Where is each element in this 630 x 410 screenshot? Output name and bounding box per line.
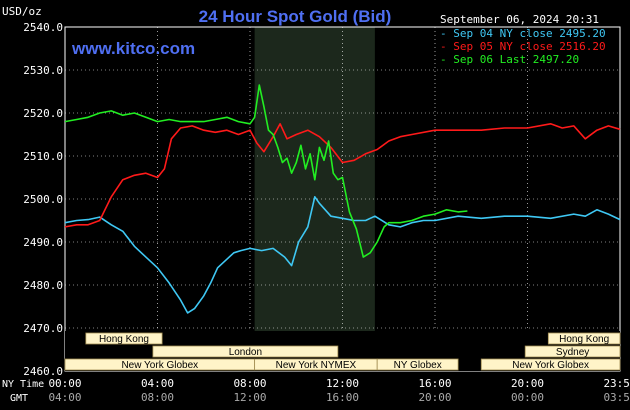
session-label: New York Globex xyxy=(512,360,589,371)
kitco-watermark: www.kitco.com xyxy=(71,39,195,58)
x-tick-label-ny: 23:59 xyxy=(603,377,630,390)
x-tick-label-gmt: 12:00 xyxy=(233,391,266,404)
session-box xyxy=(547,332,621,345)
x-tick-label-ny: 04:00 xyxy=(141,377,174,390)
session-label: Hong Kong xyxy=(559,334,609,345)
chart-datetime: September 06, 2024 20:31 xyxy=(440,13,599,26)
legend-entry-3: - Sep 06 Last 2497.20 xyxy=(440,53,579,66)
session-label: New York NYMEX xyxy=(276,360,357,371)
series-line-1 xyxy=(64,196,621,314)
y-axis-tick-labels: 2540.0 2530.0 2520.0 2510.0 2500.0 2490.0 2480… xyxy=(23,21,63,378)
x-tick-label-gmt: 04:00 xyxy=(48,391,81,404)
x-tick-label-ny: 08:00 xyxy=(233,377,266,390)
x-tick-label-gmt: 03:59 xyxy=(603,391,630,404)
x-axis-tick-labels: 00:0004:0004:0008:0008:0012:0012:0016:00… xyxy=(48,377,630,404)
x-axis-ny-time-label: NY Time xyxy=(2,379,44,390)
y-tick-label: 2520.0 xyxy=(23,107,63,120)
series-lines xyxy=(64,84,621,314)
session-label: Hong Kong xyxy=(99,334,149,345)
session-label: London xyxy=(229,347,262,358)
session-box xyxy=(152,345,339,358)
y-axis-unit-label: USD/oz xyxy=(2,5,42,18)
y-tick-label: 2500.0 xyxy=(23,193,63,206)
x-tick-label-gmt: 20:00 xyxy=(418,391,451,404)
x-tick-label-ny: 16:00 xyxy=(418,377,451,390)
y-tick-label: 2480.0 xyxy=(23,279,63,292)
x-tick-label-ny: 20:00 xyxy=(511,377,544,390)
chart-title: 24 Hour Spot Gold (Bid) xyxy=(199,7,392,26)
session-box xyxy=(480,358,621,371)
session-label: NY Globex xyxy=(394,360,442,371)
legend-entry-2: - Sep 05 NY close 2516.20 xyxy=(440,40,606,53)
session-label: New York Globex xyxy=(121,360,198,371)
legend-entry-1: - Sep 04 NY close 2495.20 xyxy=(440,27,606,40)
session-box xyxy=(85,332,163,345)
x-tick-label-gmt: 08:00 xyxy=(141,391,174,404)
x-tick-label-ny: 12:00 xyxy=(326,377,359,390)
trading-sessions-bar: Hong Kong London New York Globex New York N… xyxy=(64,331,621,371)
series-line-2 xyxy=(64,123,621,228)
y-tick-label: 2540.0 xyxy=(23,21,63,34)
session-box xyxy=(376,358,459,371)
session-box xyxy=(524,345,621,358)
x-axis-gmt-label: GMT xyxy=(10,393,28,404)
x-tick-label-ny: 00:00 xyxy=(48,377,81,390)
x-tick-label-gmt: 16:00 xyxy=(326,391,359,404)
series-line-3 xyxy=(64,84,468,258)
session-label: Sydney xyxy=(556,347,589,358)
y-tick-label: 2460.0 xyxy=(23,365,63,378)
legend: - Sep 04 NY close 2495.20- Sep 05 NY clo… xyxy=(440,27,606,66)
y-tick-label: 2490.0 xyxy=(23,236,63,249)
y-tick-label: 2470.0 xyxy=(23,322,63,335)
y-tick-label: 2530.0 xyxy=(23,64,63,77)
y-tick-label: 2510.0 xyxy=(23,150,63,163)
x-tick-label-gmt: 00:00 xyxy=(511,391,544,404)
